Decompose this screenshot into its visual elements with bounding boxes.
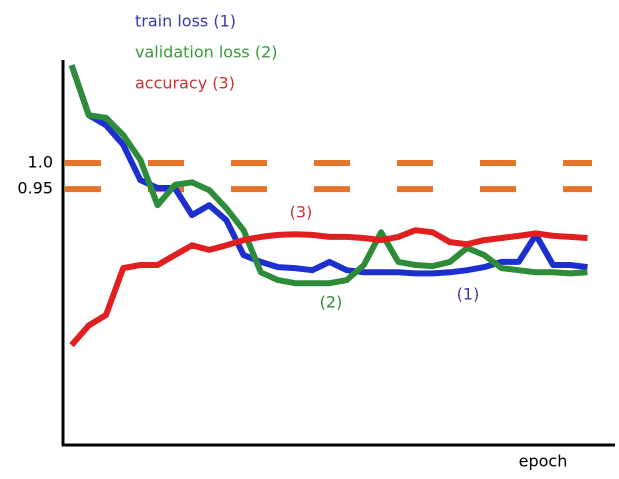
series-line [69,227,588,348]
y-tick-label: 0.95 [17,179,53,198]
y-tick-label: 1.0 [28,153,53,172]
series-line [68,64,588,277]
legend-entry: accuracy (3) [135,74,235,93]
legend-entry: validation loss (2) [135,43,278,62]
x-axis-label: epoch [519,452,568,471]
annotation: (1) [457,285,480,304]
series-line [68,64,588,287]
annotation: (2) [320,293,343,312]
legend-entry: train loss (1) [135,12,236,31]
annotation: (3) [290,203,313,222]
